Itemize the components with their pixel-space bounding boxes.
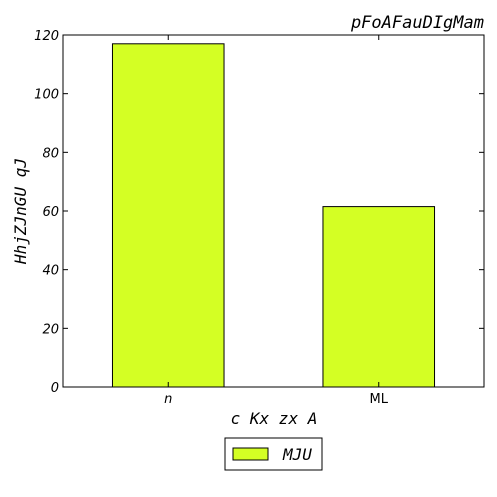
- legend: MJU: [224, 437, 323, 471]
- chart-title: pFoAFauDIgMam: [350, 13, 484, 33]
- legend-swatch: [232, 447, 269, 461]
- x-axis-label: c Kx zx A: [231, 409, 318, 428]
- y-tick-label: 80: [42, 146, 59, 161]
- y-tick-label: 40: [42, 264, 59, 279]
- x-tick-label: ML: [370, 392, 389, 407]
- y-tick-label: 120: [34, 29, 59, 44]
- y-tick-label: 0: [51, 381, 59, 396]
- bars: [111, 43, 436, 388]
- y-tick-label: 100: [34, 88, 59, 103]
- bar-ml: [322, 206, 436, 388]
- y-axis-label: HhjZJnGU qJ: [11, 158, 30, 265]
- y-axis: 0 20 40 60 80 100 120: [34, 29, 484, 396]
- y-tick-label: 60: [42, 205, 59, 220]
- x-axis: n ML: [164, 35, 389, 407]
- legend-label: MJU: [282, 445, 312, 464]
- y-tick-label: 20: [42, 322, 59, 337]
- x-tick-label: n: [164, 392, 172, 407]
- bar-n: [111, 43, 225, 388]
